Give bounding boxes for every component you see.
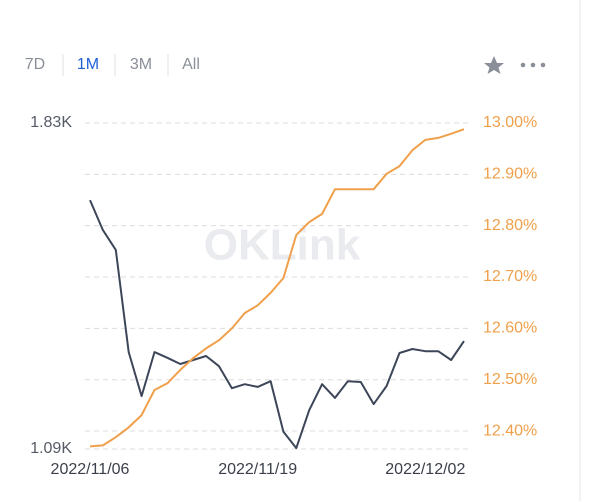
y-tick-label: 1.09K (30, 440, 72, 457)
more-icon[interactable] (520, 62, 546, 68)
y2-tick-label: 12.50% (483, 371, 537, 388)
range-tab[interactable]: 3M (130, 56, 152, 73)
data-line (89, 199, 465, 450)
data-line (89, 128, 465, 448)
x-tick-label: 2022/11/06 (51, 461, 130, 478)
y2-tick-label: 12.40% (483, 422, 537, 439)
y2-tick-label: 12.60% (483, 320, 537, 337)
x-tick-label: 2022/11/19 (218, 461, 297, 478)
range-tab[interactable]: 7D (25, 56, 45, 73)
y2-tick-label: 12.80% (483, 217, 537, 234)
y2-tick-label: 12.90% (483, 166, 537, 183)
y2-tick-label: 12.70% (483, 268, 537, 285)
x-tick-label: 2022/12/02 (385, 461, 465, 478)
y2-tick-label: 13.00% (483, 114, 537, 131)
watermark: OKLink (204, 221, 361, 270)
y-tick-label: 1.83K (30, 114, 72, 131)
range-tab[interactable]: All (182, 56, 200, 73)
range-tab[interactable]: 1M (77, 56, 99, 73)
favorite-icon[interactable] (484, 56, 504, 74)
